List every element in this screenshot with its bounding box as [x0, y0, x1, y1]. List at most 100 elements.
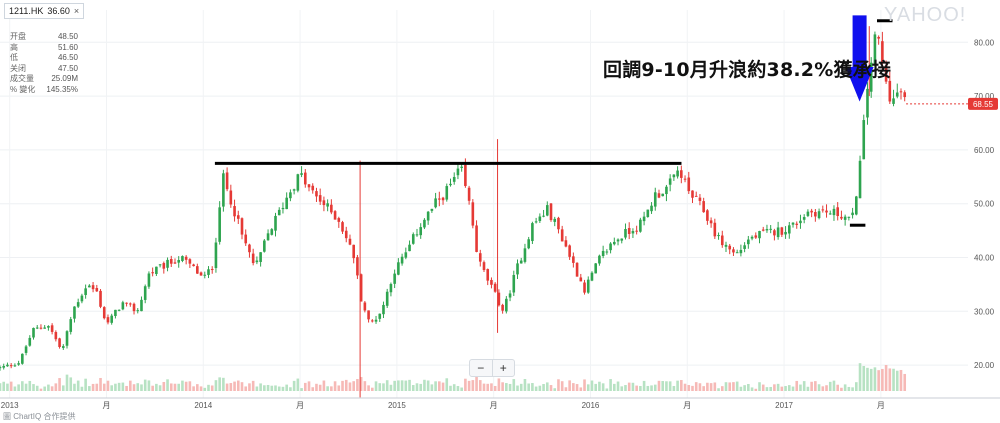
- candle-body: [680, 170, 683, 178]
- candle-body: [330, 204, 333, 213]
- candle-body: [240, 218, 244, 235]
- volume-bar: [65, 374, 69, 391]
- volume-bar: [657, 380, 661, 391]
- x-tick-label: 月: [490, 401, 498, 410]
- candle-body: [106, 317, 110, 323]
- candle-body: [367, 310, 370, 320]
- volume-bar: [847, 386, 851, 391]
- volume-bar: [642, 380, 646, 391]
- candle-body: [259, 252, 262, 262]
- volume-bar: [348, 382, 352, 391]
- zoom-controls: − +: [469, 359, 515, 377]
- ohlc-label: 低: [10, 53, 18, 62]
- candle-body: [281, 207, 285, 210]
- candle-body: [773, 230, 776, 236]
- volume-bar: [635, 385, 638, 391]
- candle-body: [132, 303, 136, 312]
- volume-bar: [43, 386, 46, 391]
- candle-body: [28, 337, 32, 346]
- volume-bar: [557, 379, 560, 391]
- candle-body: [720, 235, 724, 246]
- volume-bar: [895, 370, 899, 391]
- volume-bar: [505, 383, 508, 391]
- ticker-symbol: 1211.HK: [9, 6, 44, 16]
- candle-body: [549, 203, 553, 221]
- ohlc-panel: 开盘 48.50 高 51.60 低 46.50 关闭 47.50 成交量 25.09M …: [10, 32, 78, 95]
- volume-bar: [855, 382, 858, 391]
- volume-bar: [132, 384, 136, 391]
- volume-bar: [769, 386, 772, 391]
- y-tick-label: 50.00: [974, 200, 995, 209]
- volume-bar: [698, 383, 702, 391]
- y-tick-label: 80.00: [974, 38, 995, 47]
- candle-body: [307, 184, 311, 188]
- volume-bars: [0, 363, 907, 391]
- ohlc-value: 48.50: [57, 32, 78, 41]
- candle-body: [516, 263, 519, 275]
- candle-body: [691, 190, 694, 198]
- volume-bar: [236, 380, 240, 391]
- candle-body: [61, 346, 65, 348]
- candle-body: [672, 174, 676, 178]
- candle-body: [545, 205, 549, 216]
- candle-body: [709, 220, 713, 224]
- volume-bar: [687, 385, 691, 391]
- close-icon[interactable]: ×: [73, 6, 80, 16]
- volume-bar: [668, 381, 672, 391]
- volume-bar: [836, 384, 839, 391]
- ohlc-label: % 變化: [10, 84, 36, 94]
- candle-body: [769, 228, 772, 230]
- candle-body: [192, 264, 195, 267]
- volume-bar: [80, 386, 84, 391]
- volume-bar: [631, 382, 635, 391]
- volume-bar: [665, 381, 668, 391]
- volume-bar: [653, 384, 657, 391]
- candle-body: [73, 306, 76, 319]
- volume-bar: [233, 381, 236, 391]
- candle-body: [248, 244, 251, 253]
- volume-bar: [851, 387, 854, 391]
- volume-bar: [590, 380, 594, 391]
- volume-bar: [564, 387, 568, 391]
- zoom-out-button[interactable]: −: [477, 361, 485, 375]
- candle-body: [426, 211, 430, 221]
- volume-bar: [609, 379, 612, 391]
- zoom-in-button[interactable]: +: [491, 360, 515, 376]
- candle-body: [847, 216, 851, 218]
- candle-body: [840, 216, 843, 219]
- volume-bar: [464, 378, 467, 391]
- volume-bar: [17, 384, 20, 391]
- candle-body: [590, 272, 594, 281]
- volume-bar: [371, 387, 374, 391]
- candle-body: [482, 262, 486, 271]
- volume-bar: [303, 382, 307, 391]
- volume-bar: [341, 380, 344, 391]
- candle-body: [322, 200, 326, 206]
- volume-bar: [69, 377, 73, 391]
- volume-bar: [627, 382, 631, 391]
- volume-bar: [21, 381, 24, 391]
- ticker-chip[interactable]: 1211.HK 36.60 ×: [4, 3, 85, 19]
- volume-bar: [240, 382, 244, 391]
- volume-bar: [549, 385, 553, 391]
- candle-body: [828, 213, 832, 215]
- y-axis: 20.00 30.00 40.00 50.00 60.00 70.00 80.00 68.55: [968, 0, 1000, 423]
- candle-body: [210, 269, 214, 271]
- volume-bar: [214, 380, 218, 391]
- volume-bar: [869, 368, 873, 391]
- volume-bar: [899, 369, 903, 391]
- volume-bar: [143, 379, 147, 391]
- candle-body: [836, 207, 839, 217]
- current-price-tag: [968, 97, 998, 110]
- volume-bar: [411, 385, 415, 391]
- candle-body: [263, 240, 266, 252]
- candle-body: [493, 283, 497, 292]
- volume-bar: [616, 381, 620, 391]
- candle-body: [289, 192, 292, 199]
- candle-body: [140, 299, 143, 312]
- volume-bar: [99, 377, 102, 391]
- candle-body: [95, 288, 99, 292]
- volume-bar: [650, 385, 653, 391]
- ticker-price: 36.60: [47, 6, 70, 16]
